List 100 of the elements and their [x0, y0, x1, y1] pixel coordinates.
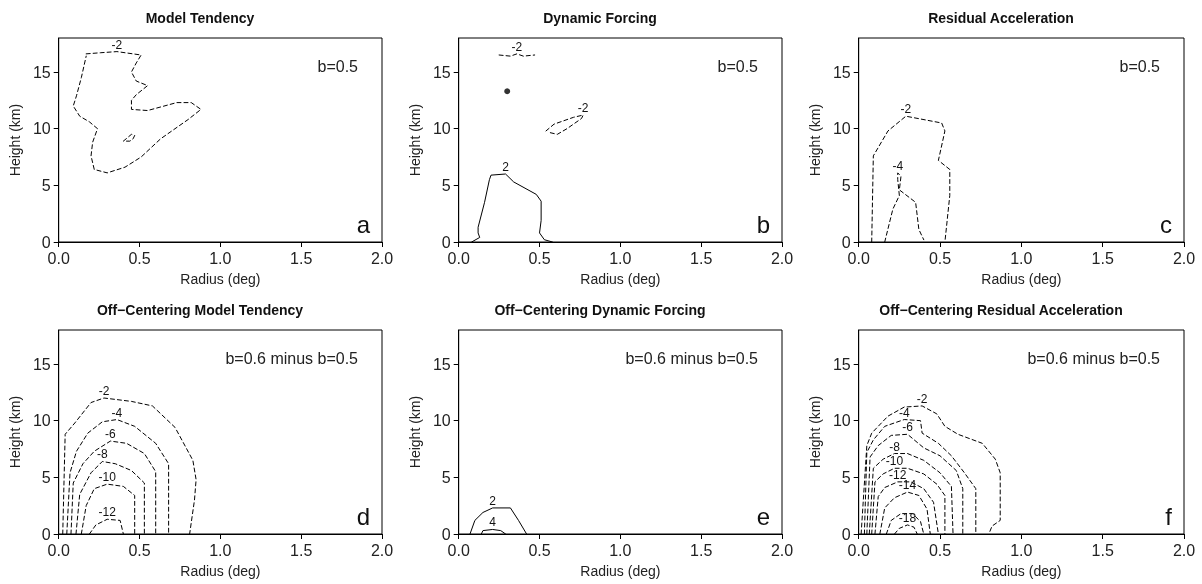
x-tick-label: 0.0	[47, 541, 70, 559]
series-label: -2	[98, 384, 110, 398]
x-tick-label: 1.0	[209, 541, 232, 559]
y-axis-title: Height (km)	[807, 395, 823, 469]
series-label: -2	[916, 391, 928, 406]
series-label: -6	[105, 427, 117, 442]
series-label: -14	[898, 478, 917, 493]
x-tick-label: 2.0	[1172, 541, 1196, 559]
y-tick-label: 0	[841, 525, 851, 543]
series-label: 2	[489, 493, 497, 508]
x-tick-label: 1.5	[690, 541, 713, 559]
chart-title: Residual Acceleration	[928, 10, 1074, 26]
annotation: b=0.5	[1119, 57, 1161, 75]
x-tick-label: 0.5	[528, 249, 551, 267]
y-tick-label: 5	[41, 176, 51, 194]
y-tick-label: 10	[832, 412, 851, 430]
y-tick-label: 5	[841, 176, 851, 194]
y-tick-label: 5	[441, 176, 451, 194]
series-label: -8	[97, 447, 108, 462]
x-tick-label: 1.0	[609, 541, 632, 559]
y-axis-title: Height (km)	[407, 103, 423, 177]
y-tick-label: 5	[441, 468, 451, 486]
series-label: -2	[511, 39, 523, 54]
series-label: -2	[577, 101, 589, 116]
x-tick-label: 2.0	[370, 541, 394, 559]
x-tick-label: 1.5	[1091, 541, 1114, 559]
y-tick-label: 15	[832, 63, 851, 81]
x-tick-label: 0.5	[128, 249, 151, 267]
series-label: -18	[898, 510, 917, 525]
x-tick-label: 1.5	[1091, 249, 1114, 267]
y-axis-title: Height (km)	[807, 103, 823, 177]
y-tick-label: 10	[832, 120, 851, 138]
chart-title: Model Tendency	[145, 10, 255, 26]
x-tick-label: 0.0	[47, 249, 70, 267]
x-tick-label: 2.0	[370, 249, 394, 267]
annotation: c	[1160, 210, 1172, 238]
y-tick-label: 10	[32, 120, 51, 138]
series-label: -2	[900, 102, 912, 117]
y-axis-title: Height (km)	[7, 103, 23, 177]
x-tick-label: 0.0	[447, 541, 470, 559]
series-label: -12	[98, 505, 117, 520]
x-axis-title: Radius (deg)	[981, 563, 1062, 579]
x-axis-title: Radius (deg)	[180, 271, 261, 287]
y-tick-label: 5	[841, 468, 851, 486]
x-axis-title: Radius (deg)	[580, 271, 661, 287]
y-tick-label: 0	[441, 525, 451, 543]
x-tick-label: 0.5	[928, 541, 952, 559]
y-tick-label: 0	[41, 525, 51, 543]
y-tick-label: 10	[432, 120, 451, 138]
x-tick-label: 0.0	[447, 249, 470, 267]
y-tick-label: 15	[432, 63, 451, 81]
y-tick-label: 0	[41, 233, 51, 251]
y-tick-label: 15	[32, 355, 51, 373]
series-label: -4	[898, 405, 910, 420]
chart-title: Off−Centering Residual Acceleration	[879, 302, 1123, 318]
x-tick-label: 2.0	[770, 249, 794, 267]
annotation: d	[356, 502, 371, 530]
x-tick-label: 1.0	[209, 249, 232, 267]
y-tick-label: 0	[841, 233, 851, 251]
annotation: b	[756, 210, 771, 238]
annotation: b=0.6 minus b=0.5	[225, 349, 359, 367]
y-tick-label: 15	[32, 63, 51, 81]
series-label: -10	[885, 454, 904, 469]
series-label: -4	[111, 405, 123, 420]
annotation: b=0.5	[717, 57, 759, 75]
x-tick-label: 1.0	[1010, 541, 1033, 559]
annotation: b=0.6 minus b=0.5	[1027, 349, 1161, 367]
series-label: -10	[98, 470, 117, 485]
series-label: 4	[489, 515, 497, 530]
y-axis-title: Height (km)	[7, 395, 23, 469]
x-tick-label: 0.0	[847, 541, 870, 559]
x-tick-label: 1.0	[1010, 249, 1033, 267]
series-label: -6	[902, 420, 914, 435]
y-tick-label: 10	[432, 412, 451, 430]
x-tick-label: 1.5	[290, 541, 313, 559]
x-tick-label: 2.0	[770, 541, 794, 559]
annotation: e	[756, 502, 771, 530]
x-tick-label: 1.5	[690, 249, 713, 267]
y-axis-title: Height (km)	[407, 395, 423, 469]
y-tick-label: 15	[432, 355, 451, 373]
annotation: b=0.5	[317, 57, 359, 75]
series-label: -2	[111, 37, 123, 52]
y-tick-label: 10	[32, 412, 51, 430]
series-label: -4	[892, 158, 904, 173]
x-tick-label: 2.0	[1172, 249, 1196, 267]
x-axis-title: Radius (deg)	[180, 563, 261, 579]
annotation: a	[356, 210, 371, 238]
series-label: -8	[889, 439, 901, 454]
annotation: f	[1165, 502, 1173, 530]
chart-title: Off−Centering Model Tendency	[96, 302, 304, 318]
x-tick-label: 0.5	[928, 249, 952, 267]
annotation: b=0.6 minus b=0.5	[625, 349, 759, 367]
x-tick-label: 0.5	[528, 541, 551, 559]
x-tick-label: 1.0	[609, 249, 632, 267]
x-axis-title: Radius (deg)	[580, 563, 661, 579]
chart-title: Dynamic Forcing	[543, 10, 657, 26]
x-tick-label: 0.0	[847, 249, 870, 267]
y-tick-label: 5	[41, 468, 51, 486]
chart-title: Off−Centering Dynamic Forcing	[494, 302, 706, 318]
series-label: 2	[502, 160, 510, 174]
